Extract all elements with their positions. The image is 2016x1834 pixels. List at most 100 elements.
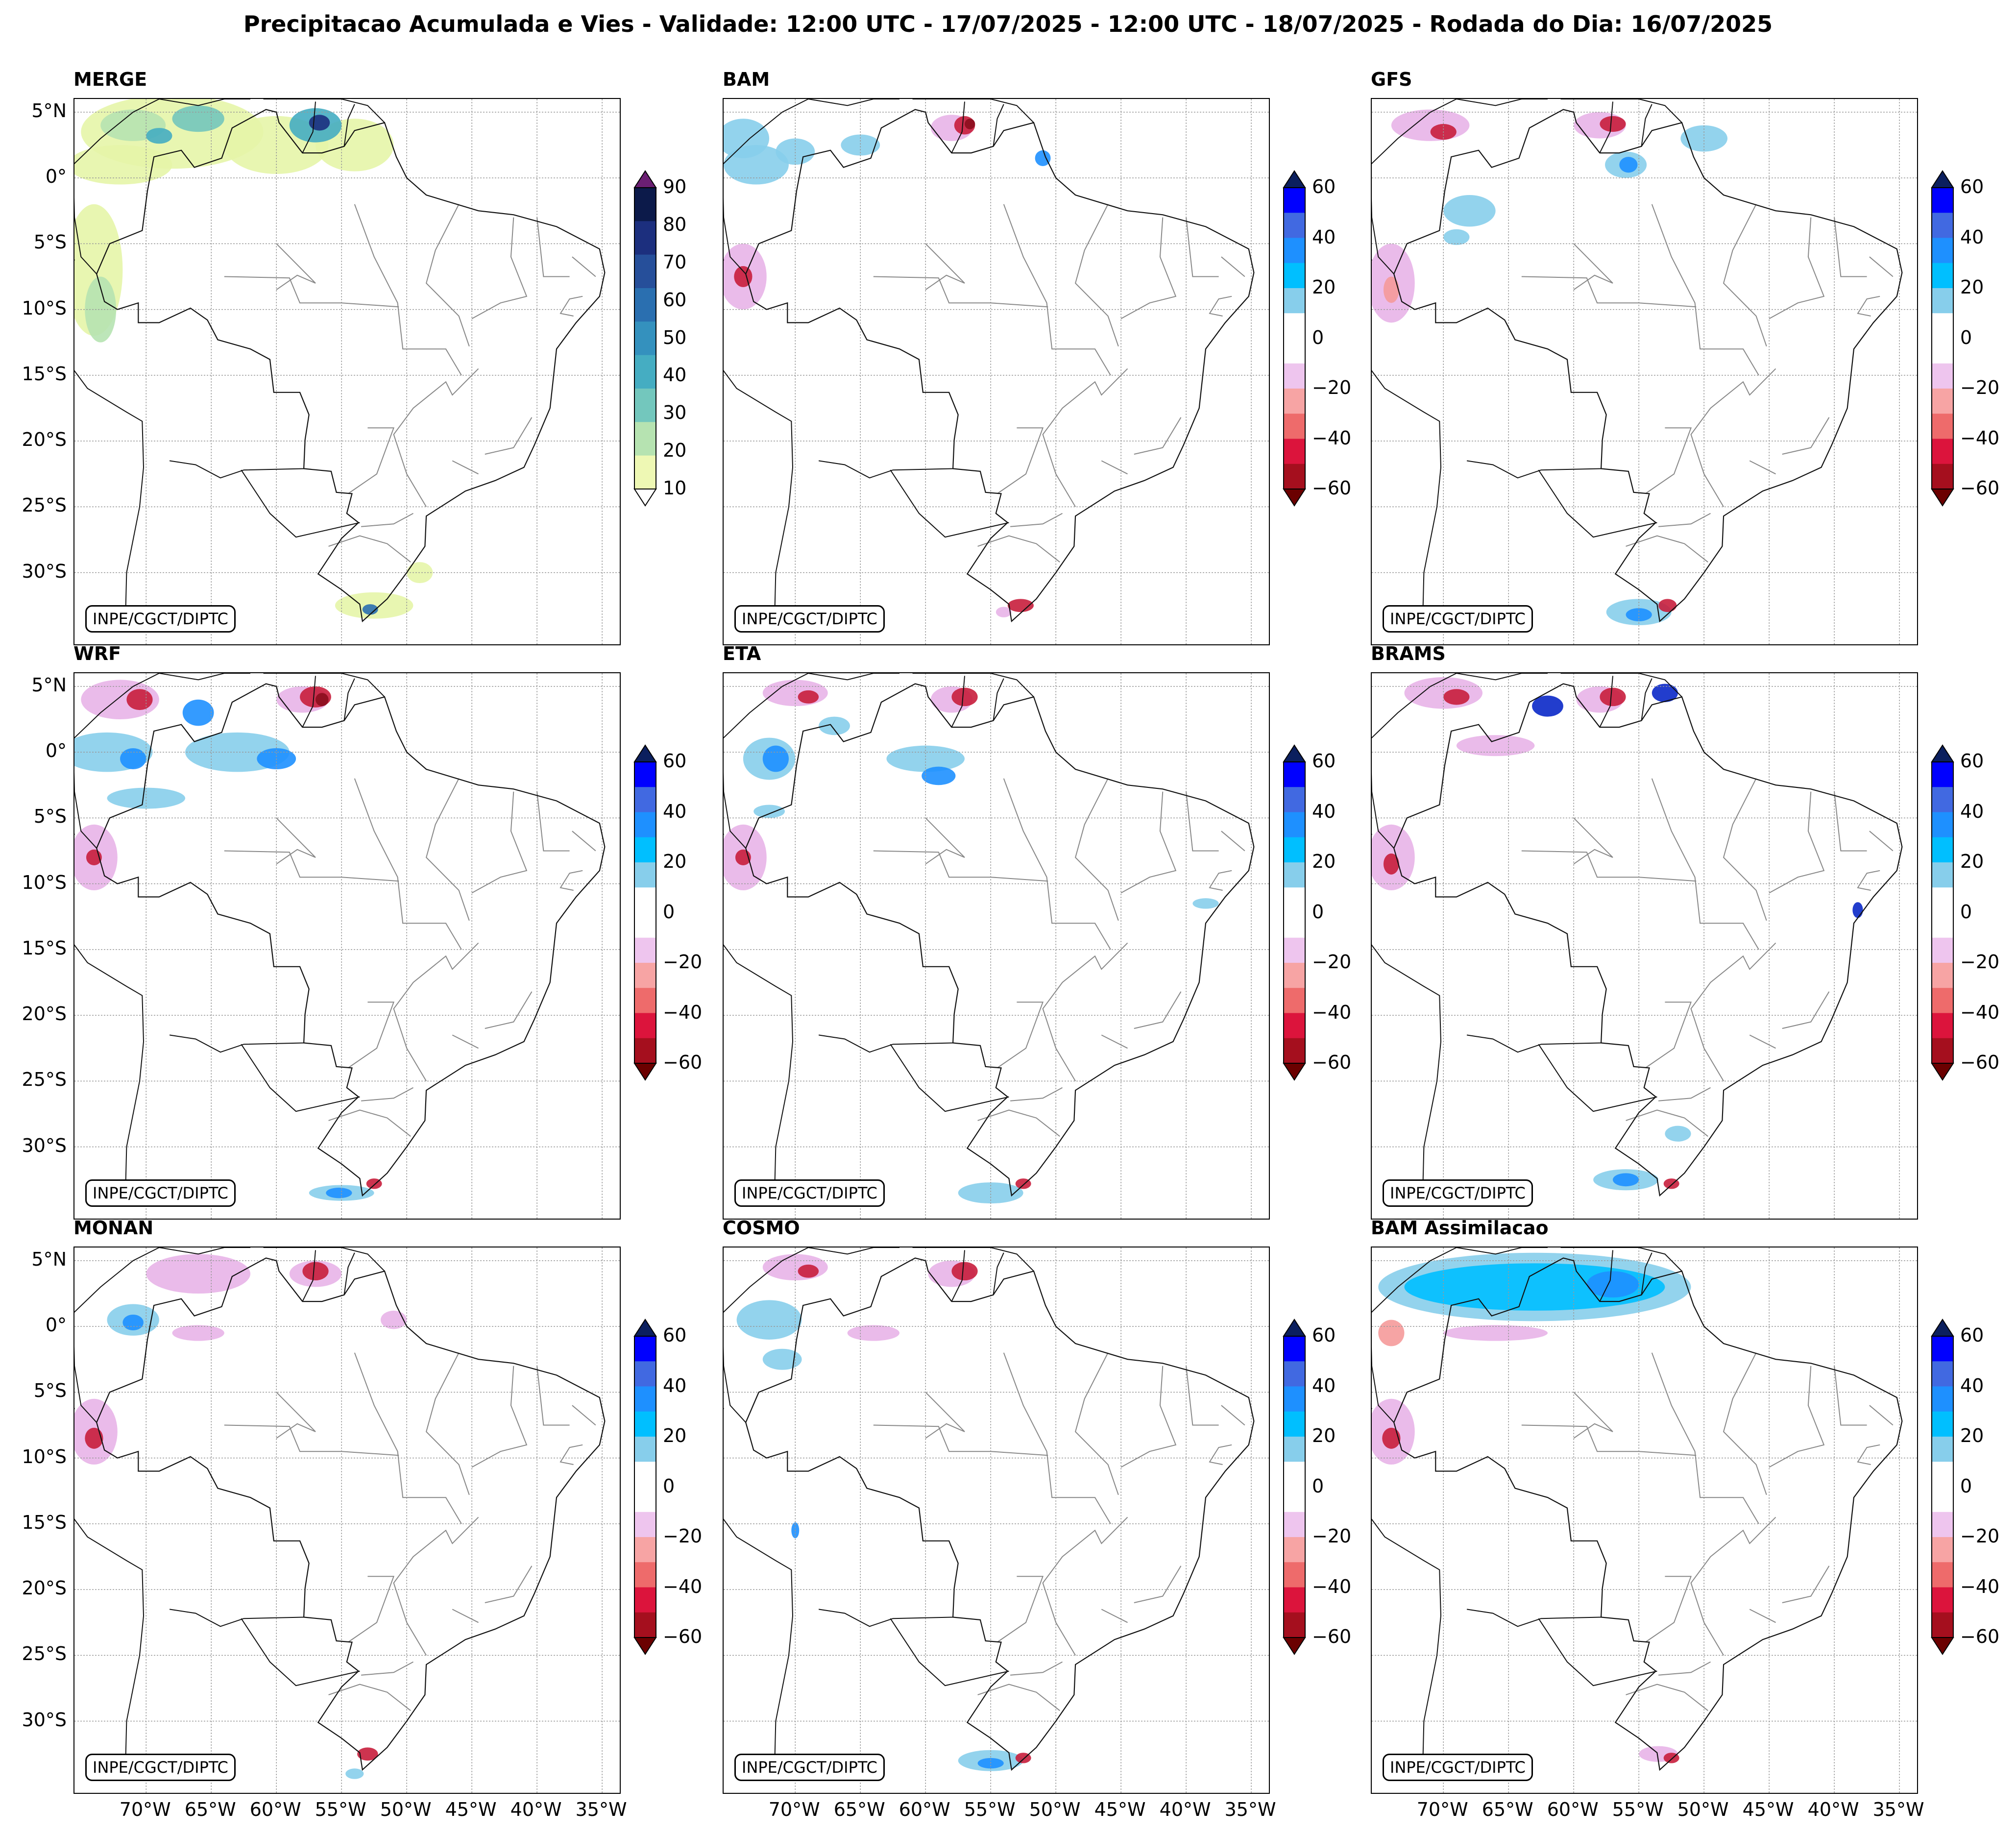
lat-tick-label: 10°S (22, 1445, 67, 1467)
colorbar-segment (634, 787, 656, 812)
panel-title-monan: MONAN (73, 1217, 154, 1239)
colorbar-segment (1932, 1013, 1953, 1039)
lat-tick-label: 10°S (22, 871, 67, 893)
colorbar-segment (1284, 1437, 1305, 1462)
lon-tick-label: 65°W (833, 1799, 885, 1820)
colorbar-segment (1284, 188, 1305, 213)
state-border (361, 1087, 413, 1101)
lat-tick-label: 20°S (22, 1003, 67, 1025)
colorbar-gfs (1931, 170, 1954, 507)
precip-field (776, 138, 815, 165)
colorbar-tick-label: 0 (663, 1475, 675, 1497)
country-border (169, 1609, 304, 1627)
state-border (1134, 417, 1182, 455)
state-border (425, 204, 470, 347)
colorbar-tick-label: 30 (663, 402, 687, 424)
country-border (724, 259, 794, 626)
colorbar-segment (634, 321, 656, 356)
colorbar-segment (1284, 1386, 1305, 1412)
country-border (890, 1044, 1009, 1112)
lat-tick-label: 10°S (22, 297, 67, 319)
state-border (1573, 243, 1613, 291)
precip-field (1532, 695, 1563, 717)
state-border (1521, 850, 1697, 882)
colorbar-segment (1932, 1336, 1953, 1362)
colorbar-segment (1284, 837, 1305, 863)
colorbar-extend-bottom (1931, 1637, 1954, 1655)
state-border (1521, 1424, 1697, 1456)
state-border (1221, 256, 1245, 277)
state-border (328, 1684, 411, 1711)
precip-field (996, 607, 1012, 617)
panel-title-gfs: GFS (1371, 69, 1412, 90)
state-border (1869, 831, 1894, 852)
colorbar-segment (1932, 1437, 1953, 1462)
state-border (354, 204, 462, 376)
lon-tick-label: 35°W (1872, 1799, 1924, 1820)
lat-tick-label: 25°S (22, 1069, 67, 1091)
lat-tick-label: 25°S (22, 1643, 67, 1665)
colorbar-tick-label: 0 (1960, 1475, 1972, 1497)
state-border (925, 1392, 965, 1439)
map-canvas (1372, 673, 1917, 1219)
country-border (993, 104, 1004, 147)
state-border (925, 817, 965, 865)
state-border (471, 1366, 528, 1468)
colorbar-segment (1932, 1361, 1953, 1387)
precip-field (922, 766, 956, 785)
precip-field (182, 699, 214, 726)
lon-tick-label: 70°W (119, 1799, 171, 1820)
country-border (263, 673, 385, 698)
state-border (354, 1352, 462, 1524)
precip-field (798, 690, 819, 704)
lon-tick-label: 50°W (1677, 1799, 1729, 1820)
state-border (536, 1366, 570, 1426)
country-border (302, 676, 316, 728)
state-border (1003, 1352, 1111, 1524)
precip-field (847, 1325, 900, 1341)
lon-tick-label: 70°W (1416, 1799, 1468, 1820)
colorbar-tick-label: −20 (1960, 1525, 2000, 1547)
colorbar-segment (1284, 1487, 1305, 1513)
colorbar-tick-label: 0 (1312, 326, 1324, 348)
country-border (343, 104, 355, 147)
state-border (452, 1034, 479, 1049)
precip-field (146, 1254, 251, 1294)
colorbar-segment (1284, 1562, 1305, 1588)
lon-tick-label: 60°W (1547, 1799, 1599, 1820)
colorbar-extend-bottom (633, 1637, 657, 1655)
state-border (1869, 1405, 1894, 1426)
precip-field (85, 276, 117, 342)
colorbar-segment (1932, 414, 1953, 439)
colorbar-segment (1284, 862, 1305, 888)
lat-tick-label: 0° (45, 740, 67, 762)
precip-field (1382, 1427, 1401, 1449)
precip-field (122, 1314, 144, 1331)
colorbar-tick-label: −60 (663, 1051, 703, 1073)
precip-field (1007, 599, 1034, 612)
colorbar-tick-label: 60 (1312, 176, 1336, 197)
colorbar-tick-label: 0 (1960, 326, 1972, 348)
state-border (452, 460, 479, 475)
colorbar-segment (1284, 363, 1305, 389)
colorbar-tick-label: 20 (1312, 1425, 1336, 1446)
country-border (818, 460, 953, 479)
colorbar-segment (634, 862, 656, 888)
brazil-outline (1393, 109, 1903, 623)
country-border (724, 673, 899, 849)
state-border (1074, 778, 1119, 921)
lat-tick-label: 15°S (22, 937, 67, 959)
country-border (343, 678, 355, 721)
precip-field (1383, 276, 1399, 303)
country-border (890, 469, 1009, 538)
precip-field (1383, 853, 1399, 875)
country-border (74, 1408, 145, 1774)
state-border (224, 1424, 399, 1456)
state-border (1769, 791, 1825, 894)
credit-label: INPE/CGCT/DIPTC (1383, 1179, 1533, 1207)
country-border (1372, 99, 1548, 274)
precip-field (146, 128, 172, 144)
precip-field (762, 680, 828, 707)
colorbar-segment (1932, 1462, 1953, 1487)
precip-field (1035, 150, 1051, 166)
